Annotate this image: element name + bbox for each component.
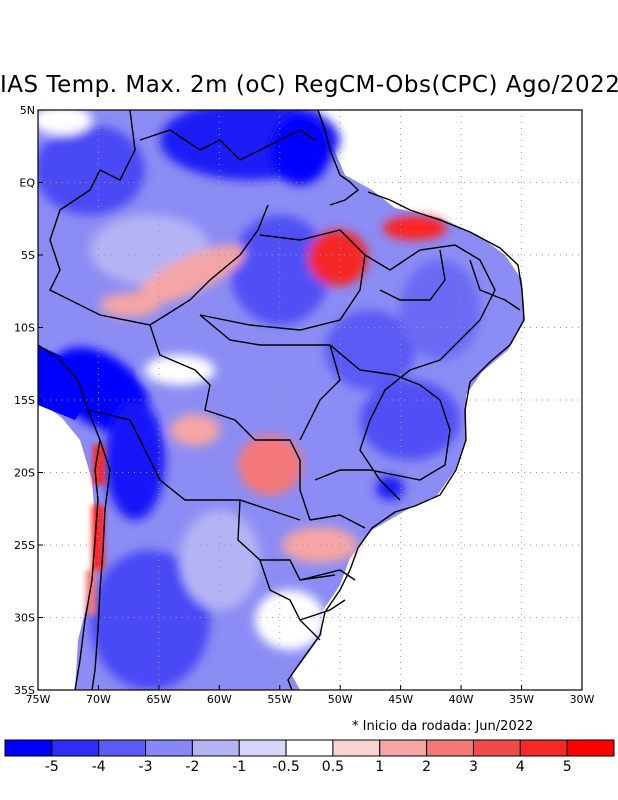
legend-swatch	[426, 739, 474, 757]
border-nordeste	[379, 249, 521, 311]
legend-swatch	[566, 739, 615, 757]
blob-bolivia-deep	[105, 400, 165, 520]
blob-ne-deep	[270, 115, 330, 185]
blob-ne-blue	[400, 260, 480, 360]
legend-swatch	[4, 739, 53, 757]
blob-argentina-light	[180, 510, 260, 610]
blob-para-red	[308, 230, 368, 286]
lat-tick-label: 25S	[14, 539, 35, 552]
blob-mg-deep	[376, 476, 404, 500]
legend-swatch	[145, 739, 193, 757]
blob-south-blue	[90, 550, 210, 690]
blob-pacific-white	[38, 110, 92, 135]
legend-swatch	[191, 739, 240, 757]
border-brazil-bolivia	[149, 324, 311, 521]
legend-label: -1	[232, 759, 246, 775]
blob-central-blue	[325, 310, 415, 390]
lon-tick-label: 75W	[26, 693, 51, 706]
blob-nw-medium	[38, 125, 145, 215]
blob-maranhao-red	[383, 216, 447, 240]
legend-swatch	[519, 739, 568, 757]
legend-label: -0.5	[272, 759, 299, 775]
lat-tick-label: EQ	[19, 177, 35, 190]
lon-tick-label: 55W	[267, 693, 292, 706]
border-bolivia-south	[87, 409, 301, 521]
latitude-axis: 5N EQ 5S 10S 15S 20S 25S 30S 35S	[14, 104, 43, 697]
lon-tick-label: 30W	[570, 693, 595, 706]
blob-chile-pink	[86, 570, 96, 615]
coastline-east	[287, 110, 525, 690]
blob-peru-pink	[100, 293, 160, 317]
lat-tick-label: 30S	[14, 612, 35, 625]
border-states-north	[199, 229, 366, 331]
blob-amazon-blue	[230, 215, 330, 325]
lon-tick-label: 70W	[86, 693, 111, 706]
legend-label: 4	[516, 759, 525, 775]
legend-label: 3	[469, 759, 478, 775]
legend-label: 2	[422, 759, 431, 775]
blob-white-band	[145, 355, 215, 385]
lat-tick-label: 20S	[14, 467, 35, 480]
map-title: IAS Temp. Max. 2m (oC) RegCM-Obs(CPC) Ag…	[0, 72, 618, 98]
border-venezuela-guyana	[139, 129, 316, 161]
country-borders	[38, 110, 525, 690]
legend-swatch	[98, 739, 147, 757]
legend-label: 5	[563, 759, 572, 775]
border-states-east	[359, 244, 496, 501]
legend-swatch	[238, 739, 287, 757]
lon-tick-label: 35W	[509, 693, 534, 706]
legend-label: 1	[375, 759, 384, 775]
blob-mt-red	[238, 435, 302, 495]
legend-label: -3	[139, 759, 153, 775]
blob-goias-blue	[360, 380, 460, 460]
legend-label: -5	[45, 759, 59, 775]
border-states-south	[299, 514, 366, 621]
lon-tick-label: 50W	[328, 693, 353, 706]
color-legend: -5 -4 -3 -2 -1 -0.5 0.5 1 2 3 4 5	[4, 739, 615, 775]
legend-swatch	[379, 739, 428, 757]
legend-swatch	[332, 739, 381, 757]
blob-red-belt	[135, 244, 245, 306]
pacific-blue	[38, 345, 88, 420]
coastline-west	[38, 344, 101, 690]
blob-mt-pink	[170, 414, 220, 446]
longitude-axis: 75W 70W 65W 60W 55W 50W 45W 40W 35W 30W	[26, 685, 595, 706]
legend-swatch	[51, 739, 100, 757]
lon-tick-label: 60W	[207, 693, 232, 706]
anomaly-field	[38, 110, 525, 690]
legend-label: -4	[92, 759, 106, 775]
legend-label: 0.5	[322, 759, 344, 775]
border-brazil-west	[49, 110, 269, 326]
lat-tick-label: 35S	[14, 684, 35, 697]
run-start-note: * Inicio da rodada: Jun/2022	[352, 719, 534, 734]
legend-swatch	[472, 739, 521, 757]
lon-tick-label: 45W	[388, 693, 413, 706]
lat-tick-label: 10S	[14, 322, 35, 335]
legend-swatch	[285, 739, 334, 757]
border-argentina-uruguay	[259, 559, 321, 641]
graticule	[38, 110, 582, 690]
blob-uruguay-white	[255, 590, 325, 650]
lon-tick-label: 40W	[449, 693, 474, 706]
blob-chile-red-s	[92, 505, 104, 570]
lat-tick-label: 5S	[21, 249, 35, 262]
lon-tick-label: 65W	[146, 693, 171, 706]
legend-label: -2	[185, 759, 199, 775]
lat-tick-label: 5N	[20, 104, 35, 117]
border-chile-argentina	[91, 439, 111, 690]
border-states-mg	[314, 344, 451, 481]
lat-tick-label: 15S	[14, 394, 35, 407]
